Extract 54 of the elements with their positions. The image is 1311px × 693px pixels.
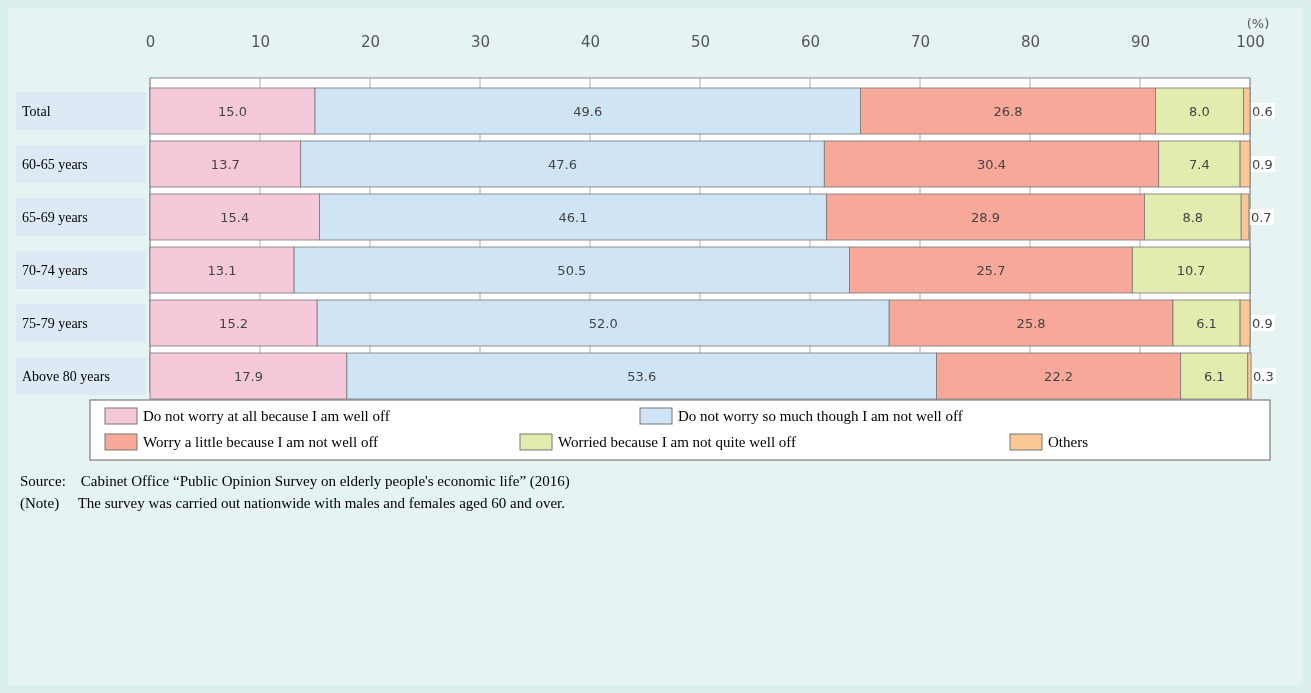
- legend-label: Worried because I am not quite well off: [558, 434, 797, 450]
- data-label: 53.6: [627, 369, 657, 384]
- data-label: 15.2: [219, 316, 249, 331]
- data-label: 25.8: [1016, 316, 1046, 331]
- data-label: 7.4: [1189, 157, 1210, 172]
- x-tick-label: 80: [1020, 33, 1041, 51]
- data-label: 46.1: [558, 210, 588, 225]
- data-label: 30.4: [977, 157, 1006, 172]
- data-label: 0.9: [1252, 316, 1273, 331]
- data-label: 0.3: [1253, 369, 1274, 384]
- data-label: 50.5: [557, 263, 587, 278]
- y-tick-label: 70-74 years: [22, 263, 88, 278]
- data-label: 26.8: [993, 104, 1023, 119]
- x-tick-label: 50: [690, 33, 711, 51]
- data-label: 52.0: [588, 316, 618, 331]
- x-tick-label: 0: [145, 33, 156, 51]
- data-label: 13.7: [210, 157, 240, 172]
- data-label: 17.9: [233, 369, 263, 384]
- data-label: 22.2: [1044, 369, 1074, 384]
- data-label: 15.4: [220, 210, 250, 225]
- source-note: Source: Cabinet Office “Public Opinion Survey on elderly people's economic life” (2016): [20, 473, 570, 490]
- x-tick-label: 90: [1130, 33, 1151, 51]
- x-tick-label: 100: [1236, 33, 1265, 51]
- text: (Note) The survey was carried out nationwide with males and females aged 60 and over.: [20, 495, 565, 512]
- y-tick-label: 75-79 years: [22, 316, 88, 331]
- x-axis-title: (%): [1246, 16, 1270, 31]
- data-label: 10.7: [1176, 263, 1206, 278]
- data-label: 8.0: [1189, 104, 1210, 119]
- x-tick-label: 70: [910, 33, 931, 51]
- data-label: 0.7: [1250, 210, 1272, 225]
- legend-label: Worry a little because I am not well off: [143, 434, 379, 450]
- x-tick-label: 30: [470, 33, 491, 51]
- y-tick-label: 65-69 years: [22, 210, 88, 225]
- data-label: 15.0: [218, 104, 247, 119]
- x-tick-label: 40: [580, 33, 601, 51]
- data-label: 0.9: [1252, 157, 1273, 172]
- data-label: 25.7: [976, 263, 1006, 278]
- x-tick-label: 60: [800, 33, 821, 51]
- data-label: 47.6: [548, 157, 577, 172]
- legend-label: Do not worry so much though I am not well off: [678, 408, 963, 424]
- data-label: 6.1: [1196, 316, 1217, 331]
- y-tick-label: 60-65 years: [22, 157, 88, 172]
- data-label: 8.8: [1182, 210, 1204, 225]
- data-label: 0.6: [1252, 104, 1273, 119]
- data-label: 13.1: [207, 263, 237, 278]
- legend-label: Others: [1048, 434, 1089, 450]
- x-tick-label: 10: [250, 33, 271, 51]
- x-tick-label: 20: [360, 33, 381, 51]
- data-label: 28.9: [970, 210, 1000, 225]
- data-label: 49.6: [573, 104, 603, 119]
- data-label: 6.1: [1203, 369, 1225, 384]
- legend-label: Do not worry at all because I am well off: [143, 408, 390, 424]
- y-tick-label: Above 80 years: [22, 369, 110, 384]
- y-tick-label: Total: [22, 104, 51, 119]
